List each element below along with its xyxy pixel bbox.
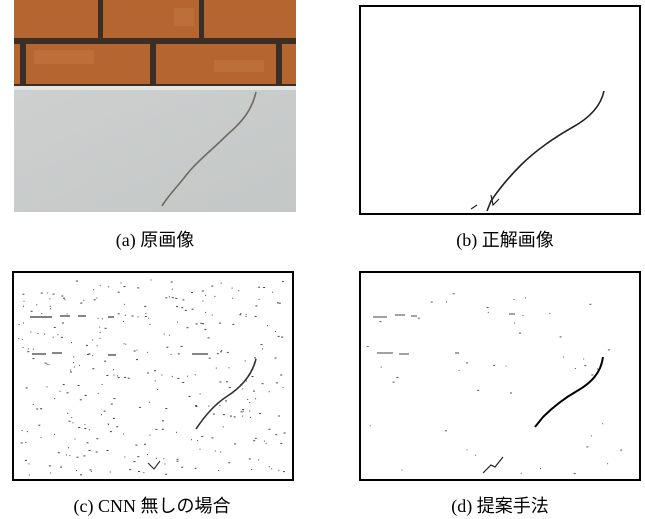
panel-a-original-image (14, 0, 296, 212)
detected-crack (534, 356, 604, 428)
speckle-noise (18, 279, 286, 476)
proposed-method-frame (359, 271, 641, 481)
caption-c: (c) CNN 無しの場合 (73, 496, 231, 516)
panel-c-without-cnn (12, 271, 294, 481)
ground-truth-crack (486, 90, 605, 212)
speckle-noise (366, 293, 623, 475)
detected-crack (195, 358, 257, 430)
without-cnn-result (12, 271, 294, 481)
caption-d: (d) 提案手法 (451, 496, 549, 516)
without-cnn-frame (12, 271, 294, 481)
caption-b: (b) 正解画像 (456, 230, 554, 250)
proposed-method-result (359, 271, 641, 481)
horizontal-noise-lines (373, 313, 515, 355)
panel-d-proposed-method (359, 271, 641, 481)
concrete-wall (14, 86, 296, 212)
panel-b-ground-truth (359, 5, 641, 215)
crack-line (161, 91, 257, 207)
ground-truth-frame (359, 5, 641, 215)
caption-a: (a) 原画像 (115, 230, 195, 250)
horizontal-noise-lines (30, 315, 208, 356)
ground-truth-image (359, 5, 641, 215)
original-photo (14, 0, 296, 212)
